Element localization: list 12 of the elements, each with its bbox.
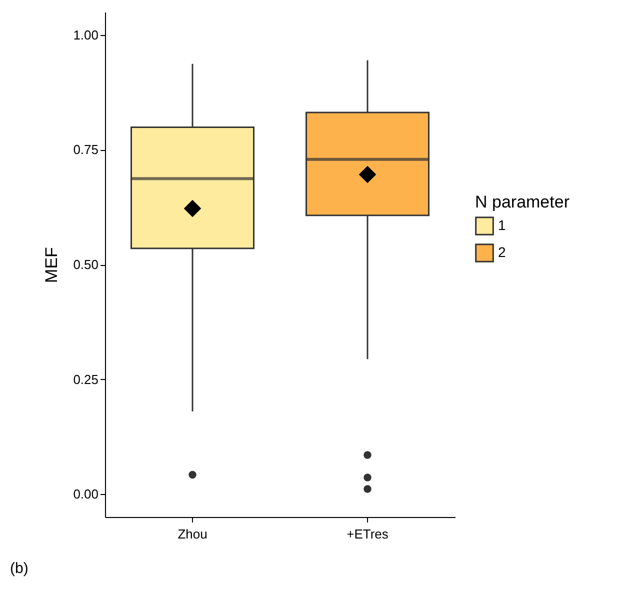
y-tick-label: 1.00: [73, 27, 98, 42]
x-tick-label: +ETres: [346, 526, 389, 542]
y-tick-label: 0.00: [73, 486, 98, 502]
legend-label: 1: [498, 217, 506, 233]
y-tick-label: 0.50: [73, 257, 98, 272]
y-tick-label: 0.75: [73, 142, 98, 158]
y-axis-title: MEF: [42, 247, 62, 283]
legend-title: N parameter: [475, 192, 570, 212]
x-tick-label: Zhou: [178, 526, 208, 542]
text: (b): [10, 560, 28, 577]
y-tick-label: 0.25: [73, 372, 98, 387]
legend-label: 2: [498, 244, 506, 260]
